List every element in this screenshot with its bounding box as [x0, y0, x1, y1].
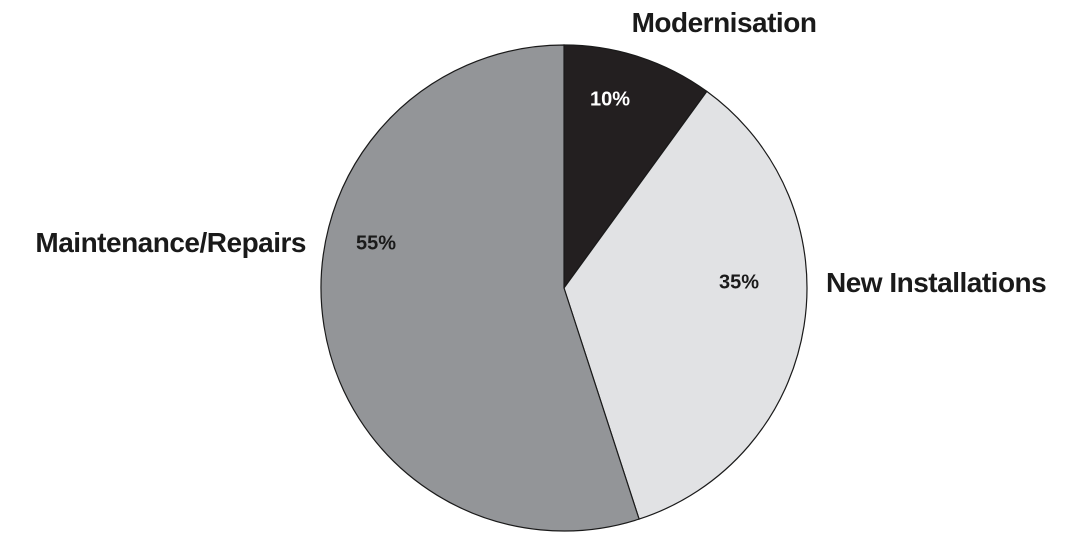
category-label: New Installations [826, 267, 1046, 298]
pie-slices [320, 44, 808, 532]
category-label: Modernisation [632, 7, 817, 38]
pie-slice-modernisation [563, 44, 708, 290]
percentage-labels: 10% 35% 55% [356, 88, 759, 293]
pie-slice-maintenance-repairs [320, 44, 640, 532]
percentage-label: 35% [719, 271, 759, 293]
percentage-label: 55% [356, 232, 396, 254]
category-labels: Modernisation New Installations Maintenanc… [35, 7, 1046, 298]
category-label: Maintenance/Repairs [35, 227, 306, 258]
percentage-label: 10% [590, 88, 630, 110]
pie-slice-new-installations [563, 90, 808, 520]
